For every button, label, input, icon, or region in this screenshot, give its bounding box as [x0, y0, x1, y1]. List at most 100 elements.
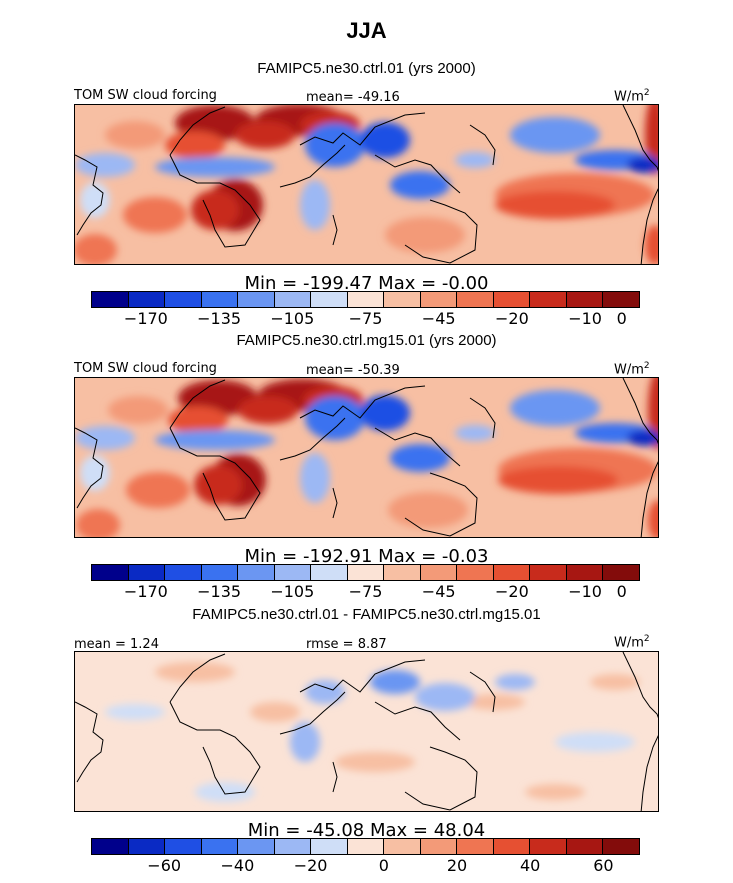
field-blob — [305, 680, 345, 704]
coastline — [169, 701, 261, 795]
colorbar-box — [493, 292, 531, 307]
colorbar-box — [274, 292, 312, 307]
field-blob — [195, 782, 255, 802]
panel-ctrl-mean-label: mean= -49.16 — [306, 90, 400, 105]
field-blob — [590, 674, 640, 690]
field-blob — [155, 157, 275, 177]
colorbar-box — [457, 292, 494, 307]
colorbar-tick-label: 20 — [446, 856, 468, 875]
field-blob — [465, 694, 525, 710]
field-blob — [108, 396, 168, 424]
field-blob — [525, 784, 585, 800]
colorbar-tick-label: −10 — [568, 309, 602, 328]
coastline — [279, 691, 346, 735]
colorbar-tick-label: −105 — [270, 582, 315, 601]
colorbar-tick-label: −20 — [495, 582, 529, 601]
colorbar-tick-label: −135 — [197, 309, 242, 328]
colorbar-box — [238, 565, 275, 580]
colorbar-box — [128, 839, 166, 854]
colorbar-box — [238, 292, 275, 307]
coastline — [640, 461, 658, 537]
colorbar-box — [603, 839, 639, 854]
coastline — [404, 746, 478, 811]
field-blob — [415, 683, 475, 711]
field-blob — [105, 121, 165, 149]
field-blob — [498, 466, 618, 494]
colorbar-box — [347, 292, 385, 307]
coastline — [169, 154, 261, 248]
panel-ctrl-title: FAMIPC5.ne30.ctrl.01 (yrs 2000) — [257, 60, 476, 77]
colorbar-box — [603, 565, 639, 580]
panel-ctrl-variable-label: TOM SW cloud forcing — [74, 88, 217, 103]
colorbar-box — [128, 292, 166, 307]
colorbar-box — [128, 565, 166, 580]
colorbar-box — [165, 839, 202, 854]
colorbar-tick-label: −20 — [293, 856, 328, 875]
coastline — [279, 144, 346, 188]
field-blob — [495, 674, 535, 690]
field-blob — [194, 465, 242, 505]
colorbar-tick-label: −135 — [197, 582, 242, 601]
field-blob — [300, 453, 330, 503]
field-blob — [385, 217, 465, 253]
field-blob — [627, 430, 658, 446]
colorbar-tick-label: 60 — [593, 856, 614, 875]
panel-diff-stats: Min = -45.08 Max = 48.04 — [247, 820, 486, 841]
colorbar-box — [165, 292, 202, 307]
coastline — [622, 378, 658, 445]
colorbar-box — [311, 839, 348, 854]
field-blob — [388, 492, 468, 528]
field-blob — [250, 702, 300, 722]
field-blob — [555, 732, 635, 752]
colorbar-box — [311, 292, 348, 307]
coastline — [75, 701, 104, 783]
coastline — [469, 124, 496, 166]
coastline — [622, 652, 658, 719]
coastline — [469, 671, 496, 713]
field-blob — [510, 390, 600, 426]
colorbar-box — [530, 839, 567, 854]
field-blob — [126, 472, 190, 508]
panel-diff-colorbar-ticks: −60 −40 −20 0 20 40 60 — [91, 856, 640, 878]
coastline — [75, 154, 104, 236]
field-blob — [80, 182, 110, 218]
coastline — [332, 214, 338, 246]
panel-mg15-mean-label: mean= -50.39 — [306, 363, 400, 378]
coastline — [622, 105, 658, 172]
colorbar-tick-label: −45 — [421, 309, 456, 328]
field-blob — [75, 234, 117, 264]
panel-mg15-variable-label: TOM SW cloud forcing — [74, 361, 217, 376]
colorbar-box — [603, 292, 639, 307]
colorbar-box — [566, 565, 604, 580]
colorbar-box — [384, 292, 421, 307]
panel-ctrl-colorbar-ticks: −170 −135 −105 −75 −45 −20 −10 0 — [91, 309, 640, 331]
field-blob — [627, 157, 658, 173]
colorbar-box — [420, 839, 458, 854]
coastline — [169, 427, 261, 521]
colorbar-tick-label: −75 — [348, 582, 383, 601]
field-blob — [168, 406, 228, 434]
field-blob — [390, 171, 450, 199]
colorbar-box — [457, 839, 494, 854]
coastline — [169, 653, 226, 703]
coastline — [374, 427, 461, 467]
field-blob — [370, 670, 420, 694]
colorbar-box — [530, 292, 567, 307]
colorbar-tick-label: −170 — [123, 582, 168, 601]
coastline — [332, 487, 338, 519]
field-blob — [645, 225, 658, 264]
colorbar-box — [457, 565, 494, 580]
colorbar-box — [201, 292, 239, 307]
coastline — [279, 417, 346, 461]
field-blob — [80, 455, 110, 491]
colorbar-tick-label: 0 — [616, 582, 627, 601]
panel-ctrl-map — [74, 104, 659, 265]
field-blob — [165, 131, 225, 159]
field-blob — [191, 190, 239, 230]
panel-mg15-colorbar-ticks: −170 −135 −105 −75 −45 −20 −10 0 — [91, 582, 640, 604]
colorbar-box — [384, 839, 421, 854]
coastline — [404, 199, 478, 264]
field-blob — [123, 197, 187, 233]
colorbar-box — [274, 565, 312, 580]
colorbar-tick-label: −75 — [348, 309, 383, 328]
